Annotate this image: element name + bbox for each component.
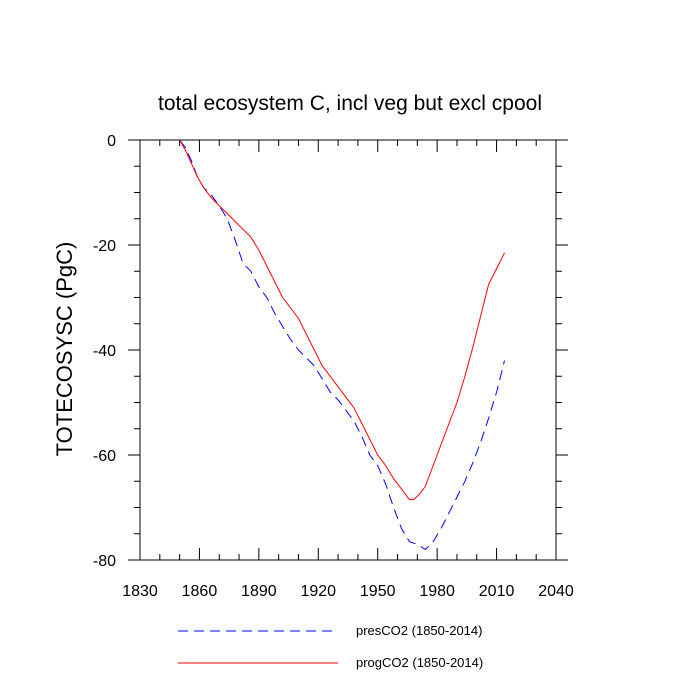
x-tick-label: 1860 xyxy=(182,583,218,600)
legend: presCO2 (1850-2014) progCO2 (1850-2014) xyxy=(178,623,483,670)
y-tick-label: 0 xyxy=(107,133,116,150)
y-tick-label: -80 xyxy=(93,553,116,570)
x-tick-label: 1950 xyxy=(360,583,396,600)
series-line-presco2 xyxy=(179,139,505,550)
y-tick-label: -20 xyxy=(93,238,116,255)
x-tick-label: 2010 xyxy=(479,583,515,600)
x-tick-label: 2040 xyxy=(538,583,574,600)
series-lines xyxy=(179,139,505,550)
x-tick-label: 1830 xyxy=(122,583,158,600)
y-axis-label: TOTECOSYSC (PgC) xyxy=(52,242,77,457)
y-axis: 0 -20 -40 -60 -80 xyxy=(93,133,568,570)
series-line-progco2 xyxy=(179,139,505,501)
legend-label-progco2: progCO2 (1850-2014) xyxy=(356,655,483,670)
x-tick-label: 1980 xyxy=(419,583,455,600)
y-tick-label: -60 xyxy=(93,448,116,465)
x-axis: 1830 1860 1890 1920 1950 1980 2010 2040 xyxy=(122,140,574,600)
chart-title: total ecosystem C, incl veg but excl cpo… xyxy=(158,92,542,115)
x-tick-label: 1890 xyxy=(241,583,277,600)
legend-label-presco2: presCO2 (1850-2014) xyxy=(356,623,482,638)
y-tick-label: -40 xyxy=(93,343,116,360)
x-tick-label: 1920 xyxy=(300,583,336,600)
plot-frame xyxy=(139,139,557,561)
